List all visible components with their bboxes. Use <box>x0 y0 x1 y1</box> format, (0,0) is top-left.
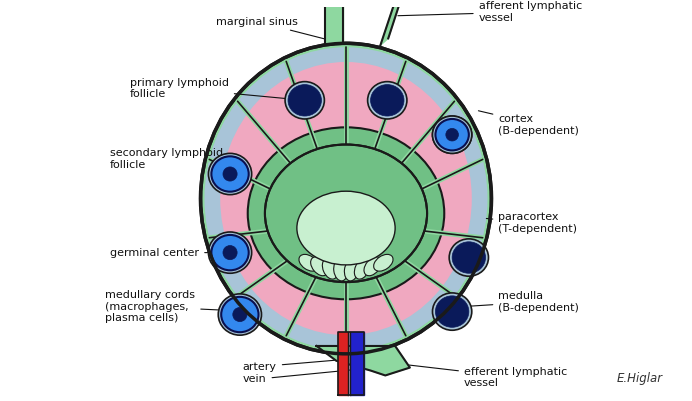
Polygon shape <box>338 332 348 395</box>
Ellipse shape <box>345 259 358 281</box>
Ellipse shape <box>211 156 248 192</box>
Ellipse shape <box>299 254 318 271</box>
Text: medullary cords
(macrophages,
plasma cells): medullary cords (macrophages, plasma cel… <box>105 290 250 323</box>
Ellipse shape <box>435 119 469 150</box>
Text: artery: artery <box>243 360 338 372</box>
Text: E.Higlar: E.Higlar <box>617 372 662 385</box>
Ellipse shape <box>435 296 469 327</box>
Ellipse shape <box>364 257 381 276</box>
Text: paracortex
(T-dependent): paracortex (T-dependent) <box>486 213 577 234</box>
Text: efferent lymphatic
vessel: efferent lymphatic vessel <box>400 364 567 388</box>
Ellipse shape <box>432 116 472 153</box>
Ellipse shape <box>221 297 259 332</box>
Ellipse shape <box>218 294 262 335</box>
Text: afferent lymphatic
vessel: afferent lymphatic vessel <box>398 1 582 23</box>
Ellipse shape <box>285 82 325 119</box>
Ellipse shape <box>432 116 472 153</box>
Ellipse shape <box>322 259 338 279</box>
Text: vein: vein <box>243 370 352 385</box>
Ellipse shape <box>233 308 247 322</box>
Ellipse shape <box>201 43 491 354</box>
Ellipse shape <box>223 245 237 260</box>
Ellipse shape <box>449 239 489 276</box>
Text: secondary lymphoid
follicle: secondary lymphoid follicle <box>110 148 230 174</box>
Ellipse shape <box>446 128 458 141</box>
Ellipse shape <box>208 153 252 194</box>
Ellipse shape <box>354 259 370 279</box>
Text: germinal center: germinal center <box>110 247 235 257</box>
Ellipse shape <box>367 82 407 119</box>
Ellipse shape <box>211 235 248 270</box>
Ellipse shape <box>334 259 347 281</box>
Ellipse shape <box>220 62 472 335</box>
Text: medulla
(B-dependent): medulla (B-dependent) <box>465 291 579 312</box>
Text: marginal sinus: marginal sinus <box>217 17 331 41</box>
Ellipse shape <box>265 144 427 282</box>
Ellipse shape <box>208 232 252 273</box>
Ellipse shape <box>452 242 486 273</box>
Polygon shape <box>381 0 402 45</box>
Text: primary lymphoid
follicle: primary lymphoid follicle <box>130 78 302 100</box>
Text: cortex
(B-dependent): cortex (B-dependent) <box>478 111 579 136</box>
Ellipse shape <box>371 85 404 116</box>
Polygon shape <box>316 346 410 375</box>
Ellipse shape <box>223 167 237 181</box>
Polygon shape <box>350 332 364 395</box>
Ellipse shape <box>288 85 321 116</box>
Ellipse shape <box>248 128 444 299</box>
Ellipse shape <box>435 119 469 150</box>
Ellipse shape <box>205 47 487 350</box>
Ellipse shape <box>432 293 472 330</box>
Ellipse shape <box>297 191 395 265</box>
Ellipse shape <box>311 257 328 276</box>
Ellipse shape <box>374 254 393 271</box>
